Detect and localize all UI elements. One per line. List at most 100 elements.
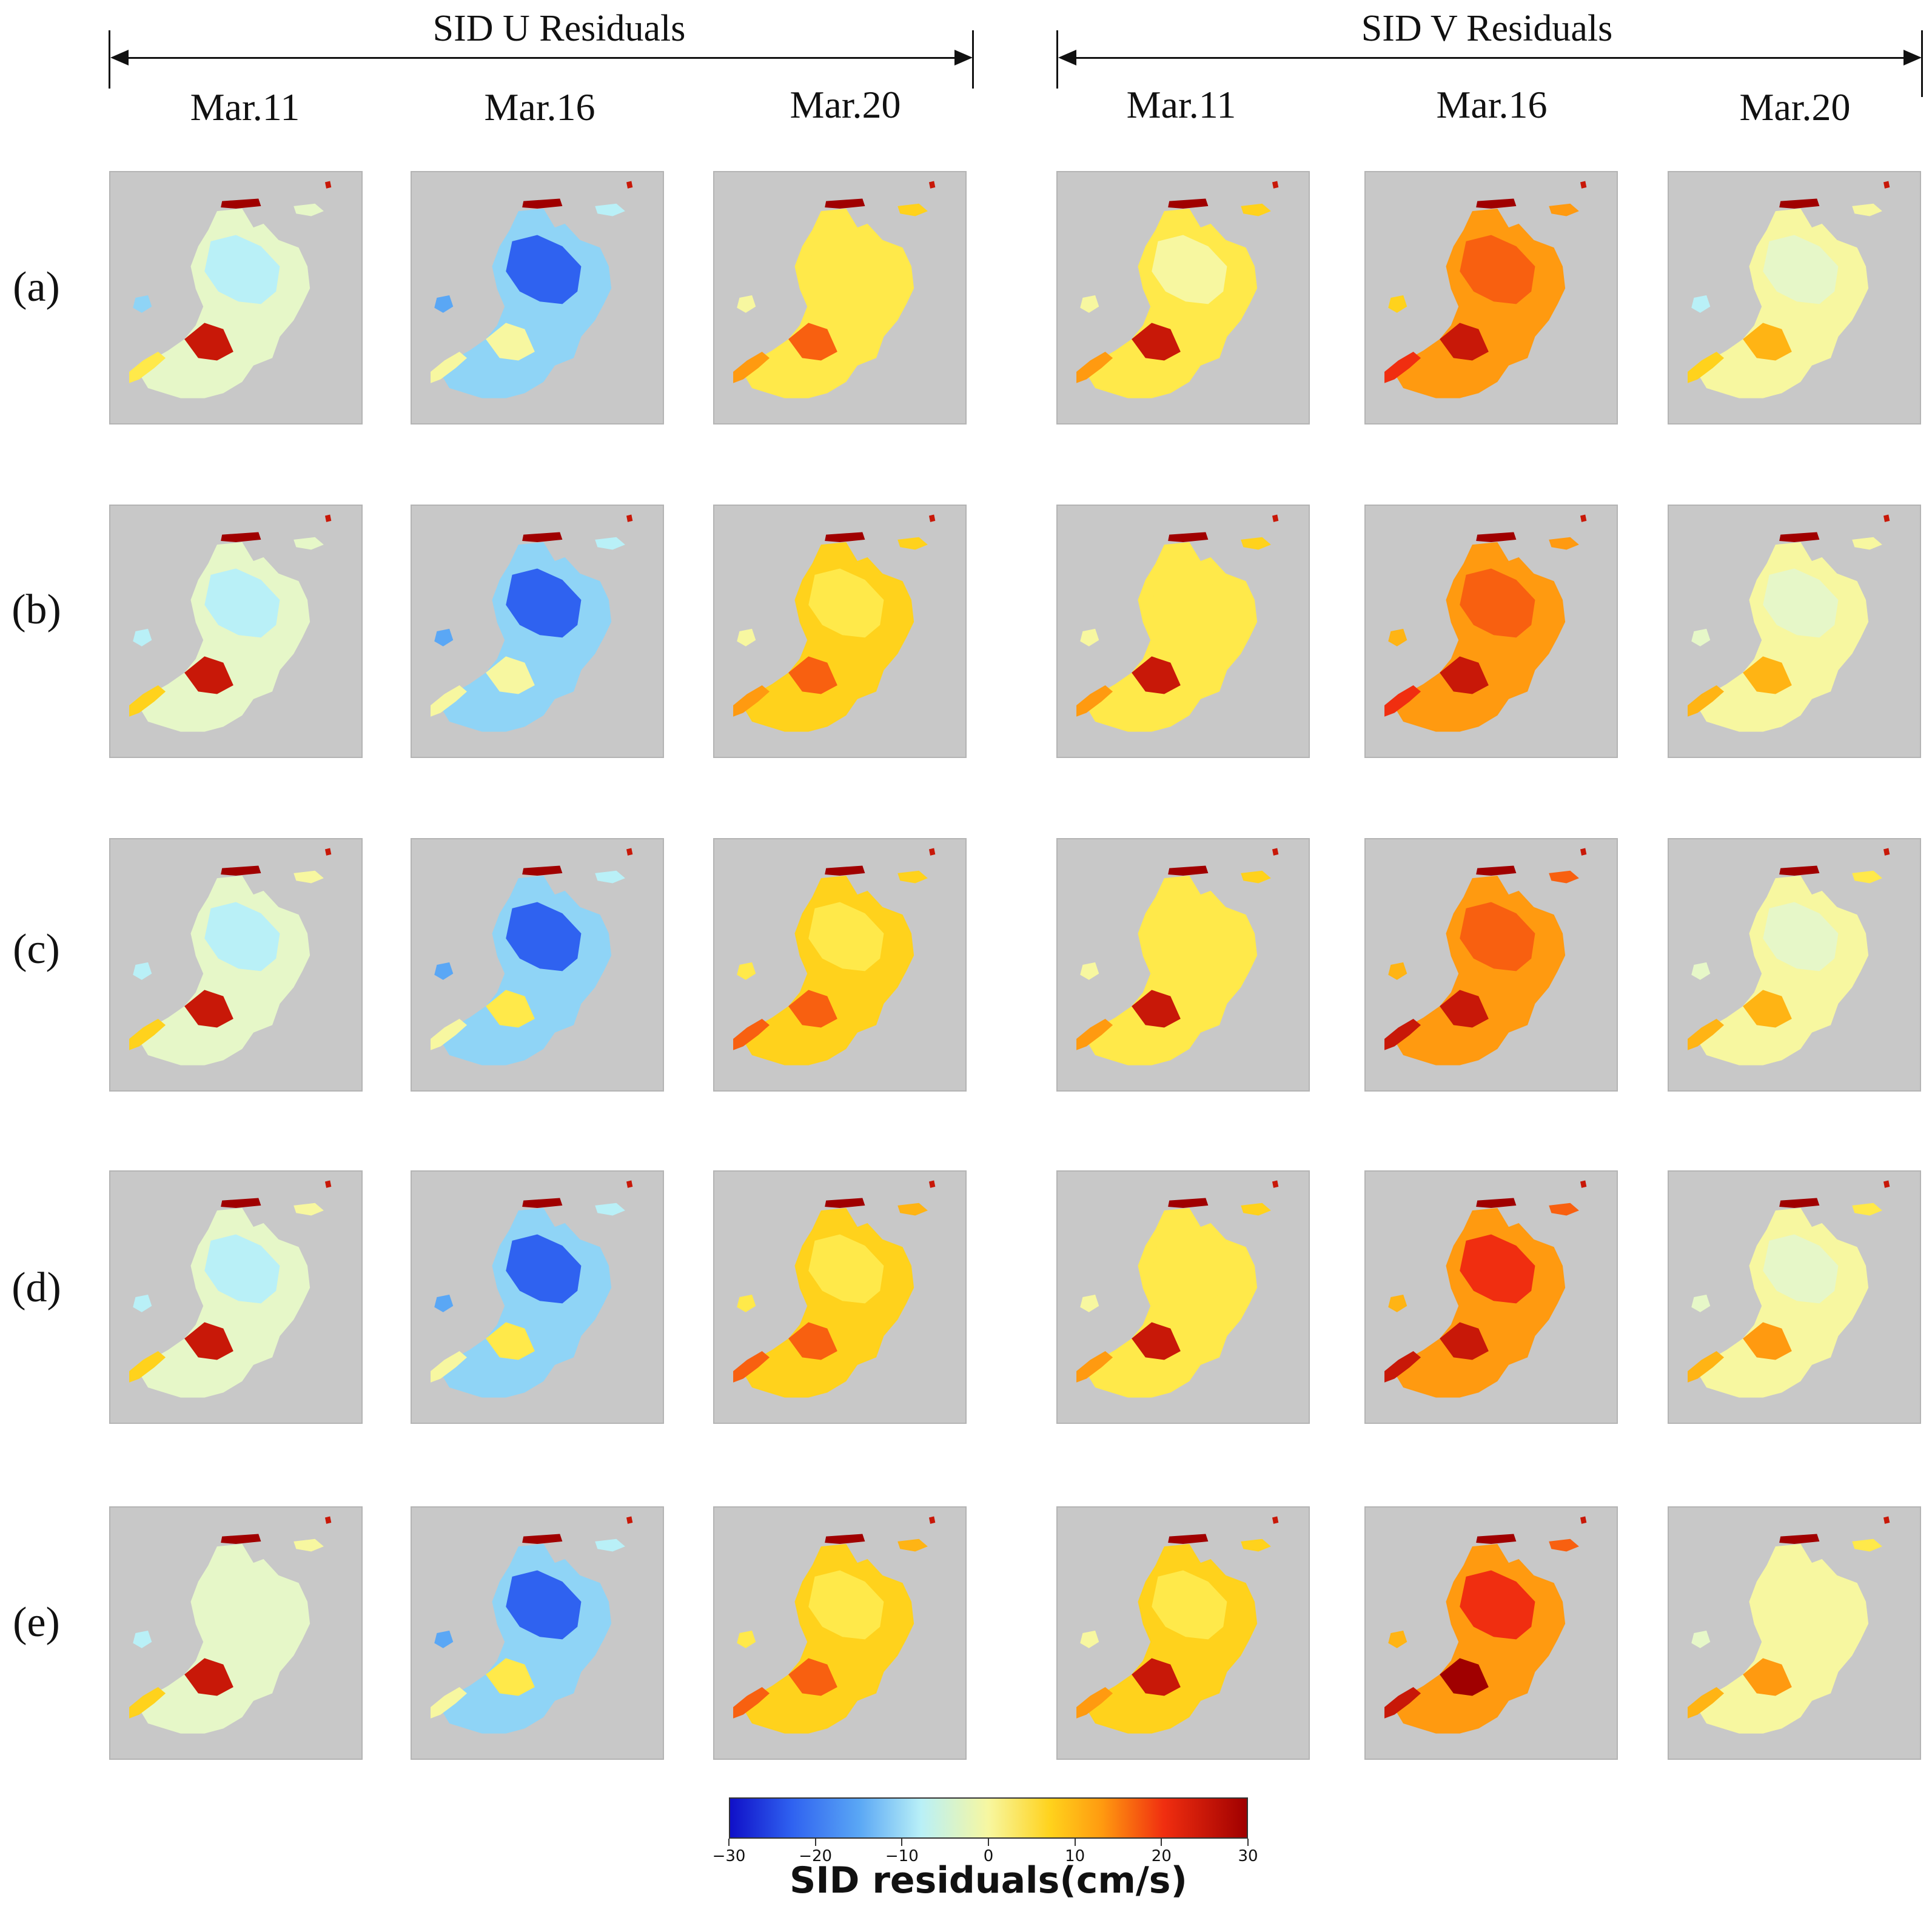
ice-islet [737,628,756,646]
top-strip [1476,865,1517,876]
ice-arm [733,685,770,717]
ice-tip [626,181,633,189]
residual-streak [1132,1658,1181,1696]
ice-tip [626,514,633,522]
ice-arm [1384,1351,1421,1383]
ice-tip [1580,181,1587,189]
col-label-v-mar11: Mar.11 [1126,83,1236,126]
ice-core [1460,1570,1535,1640]
ice-region [441,209,612,398]
ice-region [441,542,612,732]
ice-tip [626,1180,633,1188]
top-strip [1779,1198,1820,1209]
ice-islet-right [293,870,324,884]
residual-streak [1440,656,1489,694]
heatmap-panel-e-v-mar20 [1668,1506,1921,1760]
top-strip [522,532,563,543]
ice-islet-right [293,1538,324,1552]
residual-streak [1132,1322,1181,1360]
ice-islet [1691,1630,1711,1648]
ice-islet [133,1630,152,1648]
ice-core [506,1234,582,1304]
ice-islet-right [595,203,625,216]
ice-islet [434,1294,454,1312]
ice-core [1460,568,1535,638]
ice-core [506,902,582,971]
ice-islet-right [1549,1203,1579,1216]
ice-arm [1688,1351,1725,1383]
ice-core [808,568,884,638]
top-strip [825,198,865,209]
ice-arm [1076,352,1113,383]
ice-region [1087,1208,1258,1398]
colorbar [729,1797,1248,1839]
ice-tip [324,1180,332,1188]
ice-core [1763,1570,1839,1640]
residual-streak [788,990,837,1028]
heatmap-panel-c-v-mar11 [1056,838,1310,1092]
ice-tip [1580,1516,1587,1524]
ice-core [1763,1234,1839,1304]
ice-islet [737,1294,756,1312]
ice-islet-right [1241,1203,1271,1216]
ice-region [140,542,310,732]
ice-arm [733,1351,770,1383]
heatmap-panel-b-v-mar16 [1364,505,1618,758]
heatmap-panel-c-v-mar16 [1364,838,1618,1092]
top-strip [221,865,261,876]
ice-islet [434,295,454,313]
ice-region [441,1544,612,1734]
ice-core [808,235,884,304]
heatmap-panel-e-u-mar11 [109,1506,363,1760]
ice-region [441,1208,612,1398]
ice-region [1087,876,1258,1065]
ice-tip [1580,848,1587,856]
ice-core [1763,568,1839,638]
top-strip [1476,532,1517,543]
ice-region [1395,209,1566,398]
ice-arm [129,352,166,383]
residual-streak [486,656,535,694]
residual-streak [1132,323,1181,361]
ice-islet [133,962,152,980]
ice-islet-right [1241,537,1271,550]
top-strip [1476,1198,1517,1209]
ice-tip [324,181,332,189]
ice-islet [1388,1294,1407,1312]
ice-region [1395,1544,1566,1734]
heatmap-panel-b-u-mar20 [713,505,967,758]
ice-islet [1080,1294,1099,1312]
top-strip [1476,1534,1517,1545]
top-strip [522,865,563,876]
ice-islet [1388,962,1407,980]
ice-tip [1883,1180,1890,1188]
ice-islet-right [293,537,324,550]
colorbar-tick-mark [1247,1839,1249,1846]
ice-islet [1080,295,1099,313]
ice-islet-right [595,1203,625,1216]
ice-arm [129,685,166,717]
top-strip [221,1198,261,1209]
ice-region [140,209,310,398]
heatmap-panel-b-v-mar20 [1668,505,1921,758]
ice-core [1152,235,1227,304]
heatmap-panel-d-v-mar20 [1668,1170,1921,1424]
heatmap-panel-b-u-mar16 [411,505,664,758]
residual-streak [788,1658,837,1696]
ice-islet [1691,628,1711,646]
colorbar-label: SID residuals(cm/s) [790,1859,1187,1902]
top-strip [1168,865,1209,876]
residual-streak [1743,1658,1792,1696]
ice-arm [129,1351,166,1383]
top-strip [1168,1198,1209,1209]
ice-region [1699,1544,1869,1734]
ice-core [506,235,582,304]
heatmap-panel-d-v-mar11 [1056,1170,1310,1424]
ice-arm [1688,352,1725,383]
ice-arm [1076,1687,1113,1719]
ice-islet-right [1549,870,1579,884]
ice-islet [434,1630,454,1648]
ice-region [744,1208,914,1398]
ice-islet-right [595,537,625,550]
ice-region [140,876,310,1065]
